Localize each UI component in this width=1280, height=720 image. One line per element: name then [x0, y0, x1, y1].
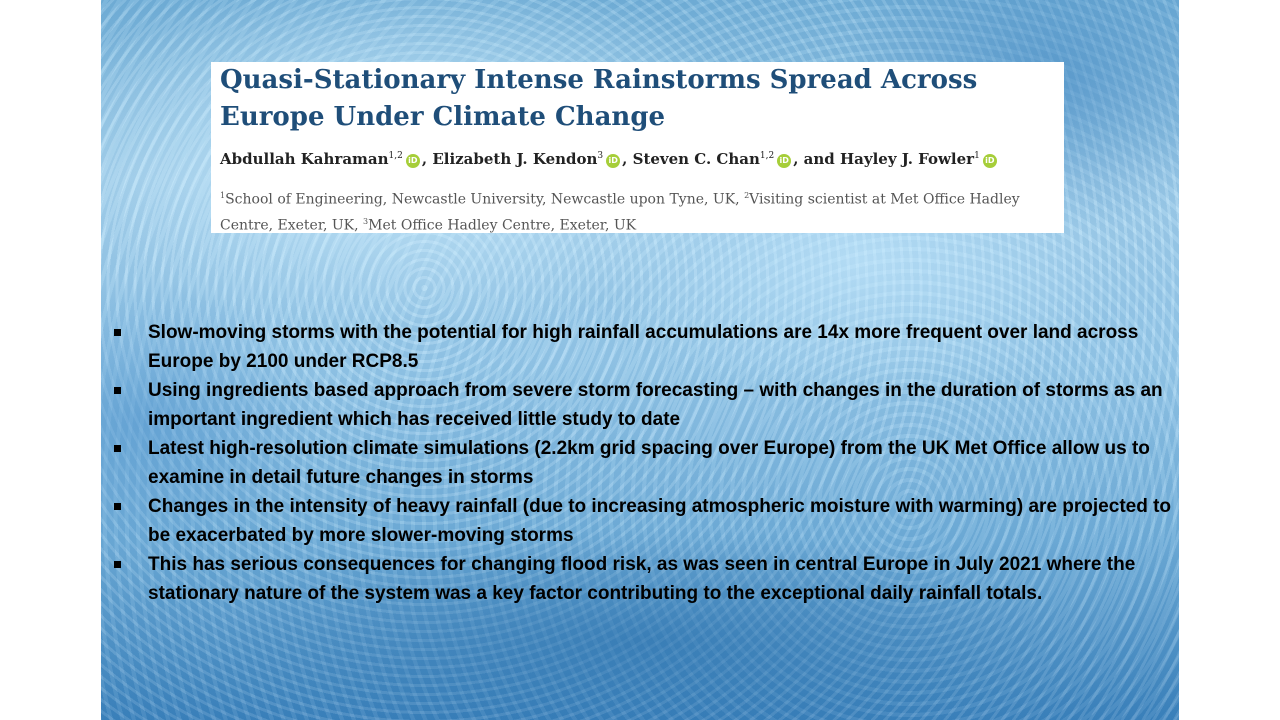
bullet-square-icon	[114, 561, 121, 568]
bullet-square-icon	[114, 503, 121, 510]
bullet-item: This has serious consequences for changi…	[114, 550, 1179, 608]
bullet-item: Slow-moving storms with the potential fo…	[114, 318, 1179, 376]
orcid-icon: iD	[405, 154, 420, 168]
affiliations: 1School of Engineering, Newcastle Univer…	[220, 191, 1020, 234]
author: Elizabeth J. Kendon3 iD,	[432, 150, 633, 168]
orcid-icon: iD	[982, 154, 997, 168]
orcid-icon: iD	[777, 154, 792, 168]
bullet-square-icon	[114, 329, 121, 336]
author: Hayley J. Fowler1 iD	[840, 150, 999, 168]
paper-title: Quasi-Stationary Intense Rainstorms Spre…	[220, 65, 978, 132]
bullet-item: Latest high-resolution climate simulatio…	[114, 434, 1179, 492]
orcid-icon: iD	[606, 154, 621, 168]
author-list: Abdullah Kahraman1,2 iD, Elizabeth J. Ken…	[220, 146, 1060, 169]
bullet-square-icon	[114, 445, 121, 452]
author: Abdullah Kahraman1,2 iD,	[220, 150, 433, 168]
bullet-item: Changes in the intensity of heavy rainfa…	[114, 492, 1179, 550]
author: Steven C. Chan1,2 iD, and	[632, 150, 840, 168]
bullet-item: Using ingredients based approach from se…	[114, 376, 1179, 434]
bullet-square-icon	[114, 387, 121, 394]
bullet-list: Slow-moving storms with the potential fo…	[114, 318, 1179, 608]
paper-header-image: Quasi-Stationary Intense Rainstorms Spre…	[211, 62, 1064, 233]
